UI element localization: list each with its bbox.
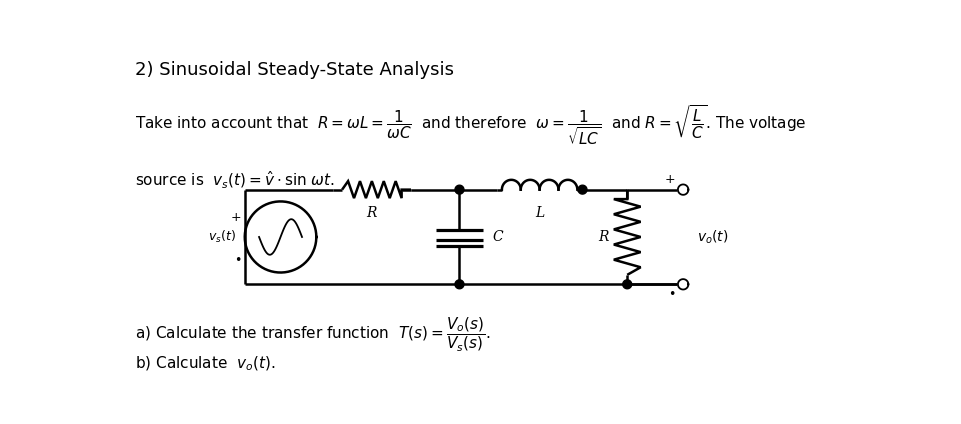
Text: R: R bbox=[366, 206, 377, 220]
Text: b) Calculate  $v_o(t)$.: b) Calculate $v_o(t)$. bbox=[135, 354, 276, 373]
Text: $v_s(t)$: $v_s(t)$ bbox=[208, 229, 235, 245]
Polygon shape bbox=[455, 185, 463, 194]
Text: C: C bbox=[492, 230, 503, 244]
Text: Take into account that  $R = \omega L = \dfrac{1}{\omega C}$  and therefore  $\o: Take into account that $R = \omega L = \… bbox=[135, 103, 806, 147]
Text: •: • bbox=[234, 254, 241, 267]
Text: $v_o(t)$: $v_o(t)$ bbox=[696, 228, 727, 245]
Text: a) Calculate the transfer function  $T(s) = \dfrac{V_o(s)}{V_s(s)}$.: a) Calculate the transfer function $T(s)… bbox=[135, 315, 490, 354]
Text: R: R bbox=[598, 230, 608, 244]
Text: L: L bbox=[534, 206, 544, 220]
Polygon shape bbox=[678, 184, 688, 195]
Text: +: + bbox=[664, 173, 675, 187]
Text: 2) Sinusoidal Steady-State Analysis: 2) Sinusoidal Steady-State Analysis bbox=[135, 61, 454, 79]
Polygon shape bbox=[622, 280, 631, 289]
Polygon shape bbox=[678, 279, 688, 290]
Polygon shape bbox=[455, 280, 463, 289]
Polygon shape bbox=[578, 185, 586, 194]
Text: source is  $v_s(t) = \hat{v} \cdot \sin\,\omega t$.: source is $v_s(t) = \hat{v} \cdot \sin\,… bbox=[135, 170, 334, 191]
Text: +: + bbox=[231, 211, 241, 224]
Text: •: • bbox=[668, 287, 675, 301]
